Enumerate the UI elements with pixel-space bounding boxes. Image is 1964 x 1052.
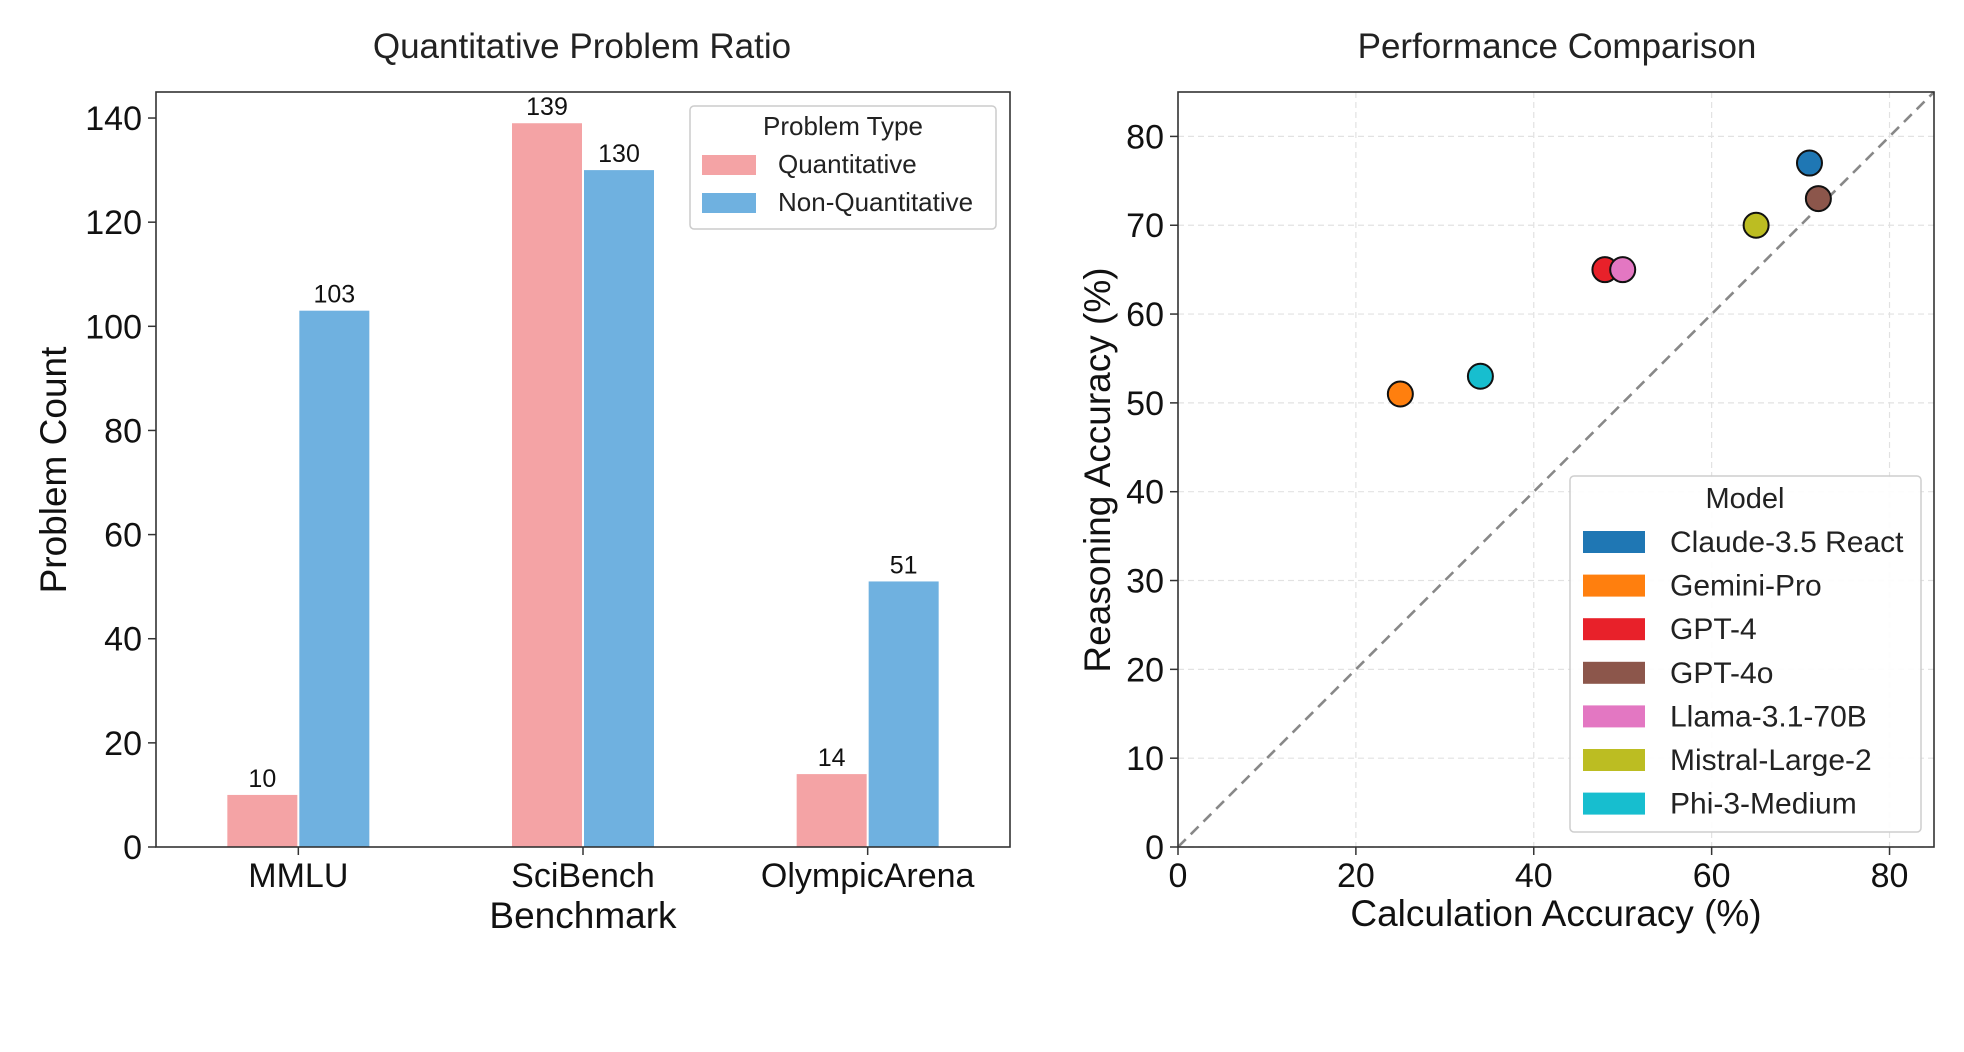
bar-y-tick-label: 80 [104, 412, 142, 450]
bar [868, 581, 939, 847]
scatter-point [1742, 211, 1770, 239]
scatter-y-tick-label: 50 [1126, 385, 1164, 423]
scatter-plot-frame [1177, 91, 1935, 848]
bar-x-ticks: MMLU SciBench OlympicArena [248, 847, 975, 895]
scatter-y-tick-label: 0 [1145, 829, 1164, 867]
scatter-y-tick-label: 40 [1126, 474, 1164, 512]
scatter-x-ticks: 0 20 40 60 80 [1169, 847, 1909, 895]
scatter-legend-label: Claude-3.5 React [1670, 526, 1904, 559]
scatter-legend: Model Claude-3.5 React Gemini-Pro GPT-4 GPT… [1569, 475, 1922, 833]
bar-legend-title: Problem Type [763, 111, 923, 141]
scatter-point [1466, 362, 1494, 390]
scatter-x-tick-label: 40 [1515, 857, 1553, 895]
bar-y-tick-label: 20 [104, 725, 142, 763]
scatter-x-tick-label: 0 [1169, 857, 1188, 895]
scatter-legend-swatch [1583, 531, 1645, 553]
bar-x-tick-label: OlympicArena [761, 857, 975, 895]
scatter-point [1804, 185, 1832, 213]
bar-data-label: 139 [526, 93, 568, 121]
bar-legend-swatch [702, 155, 756, 175]
bar-data-label: 10 [248, 765, 276, 793]
diagonal-reference-line [1177, 91, 1935, 848]
scatter-x-tick-label: 20 [1337, 857, 1375, 895]
scatter-point [1609, 256, 1637, 284]
scatter-legend-label: Llama-3.1-70B [1670, 700, 1867, 733]
scatter-legend-title: Model [1706, 483, 1785, 515]
scatter-legend-label: Gemini-Pro [1670, 570, 1822, 603]
bar-legend-swatch [702, 193, 756, 213]
scatter-chart: Performance Comparison 0 20 40 60 80 0 10 20 30… [1077, 27, 1935, 934]
bar [299, 310, 370, 847]
bar-data-label: 130 [598, 140, 640, 168]
bar [512, 123, 582, 847]
scatter-legend-swatch [1583, 705, 1645, 728]
scatter-x-tick-label: 60 [1693, 857, 1731, 895]
bar-y-tick-label: 100 [85, 308, 142, 346]
scatter-legend-label: Phi-3-Medium [1670, 788, 1857, 821]
scatter-y-tick-label: 70 [1126, 207, 1164, 245]
bar-data-labels: 10 103 139 130 14 51 [248, 93, 917, 793]
bar-y-ticks: 0 20 40 60 80 100 120 140 [85, 100, 156, 867]
scatter-points [1386, 149, 1832, 408]
bar-series [227, 123, 939, 847]
bar-y-axis-label: Problem Count [33, 346, 74, 594]
scatter-legend-swatch [1583, 792, 1645, 815]
bar-chart: Quantitative Problem Ratio 0 20 40 60 80 100 1… [33, 27, 1011, 936]
bar-data-label: 103 [313, 281, 355, 309]
scatter-legend-entries: Claude-3.5 React Gemini-Pro GPT-4 GPT-4o Lla… [1583, 526, 1904, 821]
bar-data-label: 51 [890, 551, 918, 579]
scatter-legend-label: Mistral-Large-2 [1670, 744, 1872, 777]
scatter-x-tick-label: 80 [1871, 857, 1909, 895]
bar-legend-label: Non-Quantitative [778, 187, 973, 217]
scatter-chart-title: Performance Comparison [1358, 27, 1757, 66]
bar-y-tick-label: 40 [104, 621, 142, 659]
bar-x-axis-label: Benchmark [489, 895, 677, 936]
bar-legend-entries: Quantitative Non-Quantitative [702, 149, 973, 217]
scatter-legend-swatch [1583, 618, 1645, 641]
bar-y-tick-label: 140 [85, 100, 142, 138]
bar [227, 794, 298, 847]
bar-legend: Problem Type Quantitative Non-Quantitativ… [689, 105, 997, 230]
scatter-legend-label: GPT-4 [1670, 613, 1757, 646]
scatter-x-axis-label: Calculation Accuracy (%) [1350, 893, 1761, 934]
bar [584, 170, 654, 847]
bar-x-tick-label: SciBench [511, 857, 655, 895]
bar [796, 774, 867, 847]
scatter-y-tick-label: 60 [1126, 296, 1164, 334]
scatter-y-tick-label: 20 [1126, 651, 1164, 689]
scatter-y-ticks: 0 10 20 30 40 50 60 70 80 [1126, 118, 1178, 867]
bar-data-label: 14 [818, 744, 846, 772]
bar-x-tick-label: MMLU [248, 857, 348, 895]
scatter-legend-swatch [1583, 661, 1645, 684]
scatter-legend-box [1569, 475, 1922, 833]
bar-y-tick-label: 0 [123, 829, 142, 867]
scatter-legend-label: GPT-4o [1670, 657, 1773, 690]
scatter-y-tick-label: 80 [1126, 118, 1164, 156]
scatter-point [1795, 149, 1823, 177]
bar-y-tick-label: 120 [85, 204, 142, 242]
scatter-legend-swatch [1583, 749, 1645, 771]
scatter-y-tick-label: 30 [1126, 563, 1164, 601]
bar-y-tick-label: 60 [104, 517, 142, 555]
scatter-legend-swatch [1583, 574, 1645, 597]
scatter-y-axis-label: Reasoning Accuracy (%) [1077, 267, 1118, 672]
bar-chart-title: Quantitative Problem Ratio [373, 27, 791, 66]
scatter-point [1386, 380, 1414, 408]
scatter-y-tick-label: 10 [1126, 740, 1164, 778]
bar-legend-box [689, 105, 997, 230]
bar-legend-label: Quantitative [778, 149, 917, 179]
